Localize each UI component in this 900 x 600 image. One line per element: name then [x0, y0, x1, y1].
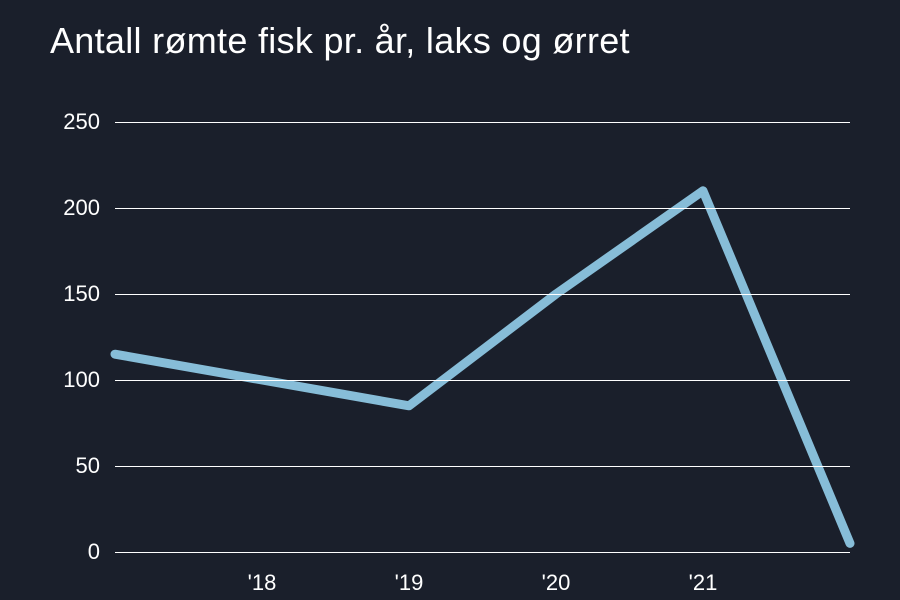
- gridline: [115, 208, 850, 209]
- gridline: [115, 466, 850, 467]
- y-tick-label: 150: [45, 281, 100, 307]
- y-axis-labels: 050100150200250: [45, 122, 100, 592]
- y-tick-label: 100: [45, 367, 100, 393]
- x-axis-labels: '18'19'20'21: [115, 562, 850, 592]
- y-tick-label: 200: [45, 195, 100, 221]
- gridline: [115, 552, 850, 553]
- chart-wrap: 050100150200250 '18'19'20'21: [50, 122, 850, 592]
- x-tick-label: '18: [248, 570, 277, 596]
- plot-area: [115, 122, 850, 552]
- x-tick-label: '21: [689, 570, 718, 596]
- gridline: [115, 294, 850, 295]
- y-tick-label: 0: [45, 539, 100, 565]
- gridline: [115, 380, 850, 381]
- gridline: [115, 122, 850, 123]
- line-chart-svg: [115, 122, 850, 552]
- chart-title: Antall rømte fisk pr. år, laks og ørret: [50, 20, 850, 62]
- y-tick-label: 50: [45, 453, 100, 479]
- x-tick-label: '20: [542, 570, 571, 596]
- data-line: [115, 191, 850, 544]
- chart-container: Antall rømte fisk pr. år, laks og ørret …: [0, 0, 900, 600]
- x-tick-label: '19: [395, 570, 424, 596]
- y-tick-label: 250: [45, 109, 100, 135]
